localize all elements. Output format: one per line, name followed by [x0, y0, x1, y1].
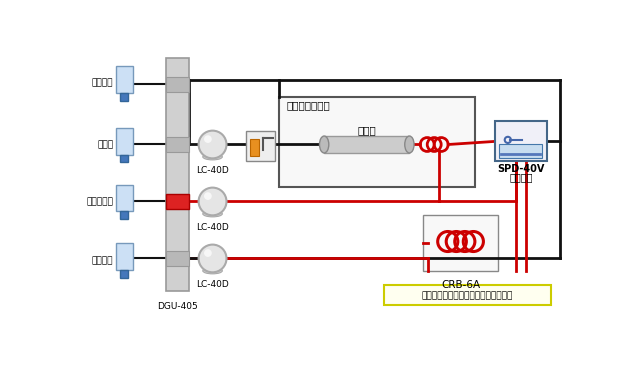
Text: 溶躖液: 溶躖液: [97, 140, 113, 149]
Bar: [498, 144, 542, 158]
Bar: [495, 121, 547, 161]
Text: カラム: カラム: [358, 126, 376, 136]
Text: 発色試薬: 発色試薬: [92, 256, 113, 265]
Bar: [115, 66, 133, 93]
Text: リンス液: リンス液: [92, 79, 113, 88]
Bar: [246, 131, 275, 161]
Bar: [384, 285, 551, 305]
Text: 赤色部分：シアン分析専用配管キット: 赤色部分：シアン分析専用配管キット: [422, 292, 513, 301]
Circle shape: [204, 249, 212, 257]
Bar: [166, 194, 190, 209]
Bar: [120, 93, 128, 101]
Text: SPD-40V: SPD-40V: [497, 164, 545, 174]
Circle shape: [204, 135, 212, 143]
Bar: [120, 270, 128, 278]
Text: DGU-405: DGU-405: [157, 302, 198, 310]
Circle shape: [198, 188, 226, 215]
Ellipse shape: [404, 136, 414, 153]
Ellipse shape: [203, 154, 223, 160]
Text: LC-40D: LC-40D: [196, 166, 229, 175]
Bar: [166, 194, 190, 209]
Bar: [120, 212, 128, 219]
Bar: [279, 97, 474, 187]
Bar: [324, 136, 410, 153]
Ellipse shape: [320, 136, 329, 153]
Bar: [166, 251, 190, 266]
Text: LC-40D: LC-40D: [196, 280, 229, 289]
Bar: [115, 185, 133, 212]
Bar: [115, 128, 133, 155]
Bar: [115, 243, 133, 270]
Circle shape: [198, 131, 226, 158]
Text: CRB-6A: CRB-6A: [441, 280, 480, 290]
Text: カラムオーブン: カラムオーブン: [287, 101, 331, 111]
Text: 標準セル: 標準セル: [509, 172, 533, 182]
Bar: [166, 137, 190, 152]
Circle shape: [204, 192, 212, 200]
Circle shape: [198, 245, 226, 272]
Text: LC-40D: LC-40D: [196, 223, 229, 232]
Bar: [250, 139, 259, 156]
Bar: [120, 155, 128, 162]
Bar: [424, 215, 498, 271]
Text: 塗素化試薬: 塗素化試薬: [86, 197, 113, 206]
Bar: [166, 58, 190, 291]
Bar: [166, 77, 190, 92]
Ellipse shape: [203, 211, 223, 217]
Ellipse shape: [203, 268, 223, 274]
